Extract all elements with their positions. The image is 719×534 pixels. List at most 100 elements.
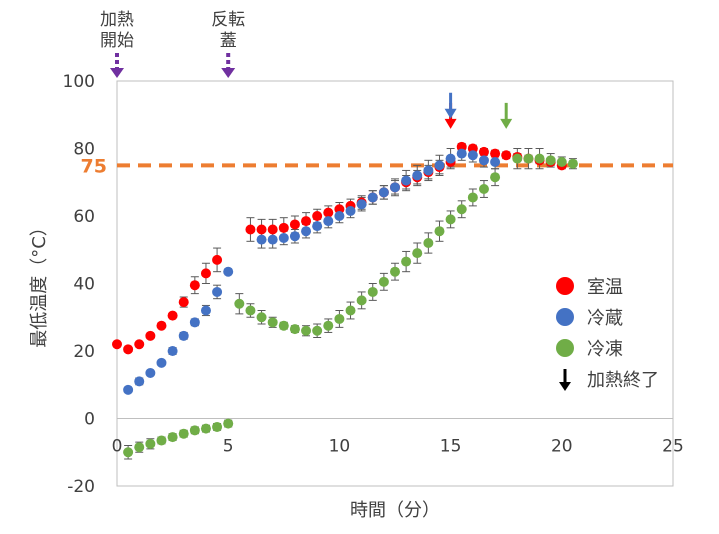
legend-label: 加熱終了: [587, 370, 659, 391]
data-point: [312, 211, 323, 221]
data-point: [334, 211, 345, 221]
x-tick-label: 20: [551, 437, 573, 457]
data-point: [323, 216, 334, 227]
data-point: [390, 182, 400, 193]
legend-item: 室温: [556, 277, 623, 298]
svg-text:反転: 反転: [211, 10, 245, 30]
data-point: [167, 346, 178, 356]
data-point: [256, 234, 267, 245]
top-annotation: 反転蓋: [211, 10, 245, 78]
data-point: [356, 295, 367, 306]
data-point: [512, 153, 523, 164]
data-point: [234, 298, 245, 309]
data-point: [301, 216, 312, 227]
data-point: [178, 330, 189, 341]
data-point: [256, 312, 267, 323]
data-point: [123, 344, 134, 355]
data-point: [267, 317, 278, 328]
legend-item: 加熱終了: [559, 369, 659, 391]
legend-label: 冷凍: [587, 339, 623, 360]
data-point: [256, 224, 267, 235]
data-point: [434, 160, 445, 171]
data-point: [301, 226, 312, 237]
data-point: [390, 266, 400, 277]
data-point: [112, 339, 122, 350]
y-tick-label: 60: [73, 207, 95, 227]
x-tick-label: 0: [112, 437, 123, 457]
data-point: [478, 155, 489, 166]
data-point: [334, 313, 345, 324]
data-point: [556, 157, 567, 167]
data-point: [189, 280, 200, 291]
data-point: [123, 447, 134, 458]
data-point: [156, 357, 167, 368]
data-point: [145, 330, 156, 341]
data-point: [200, 268, 211, 279]
data-point: [134, 376, 145, 387]
data-point: [378, 276, 389, 287]
data-point: [178, 297, 189, 308]
data-point: [423, 165, 434, 176]
data-point: [323, 320, 334, 331]
data-point: [156, 320, 167, 331]
y-axis-title: 最低温度（°C）: [29, 218, 50, 348]
data-point: [145, 367, 156, 378]
legend-label: 室温: [587, 277, 623, 298]
data-point: [345, 305, 356, 316]
data-point: [323, 207, 334, 218]
data-point: [467, 192, 478, 203]
data-point: [445, 153, 456, 164]
data-point: [378, 187, 389, 198]
data-point: [156, 435, 167, 446]
x-tick-label: 15: [440, 437, 462, 457]
data-point: [412, 248, 423, 259]
legend-marker: [556, 339, 574, 357]
data-point: [278, 232, 289, 243]
y-tick-label: 40: [73, 275, 95, 295]
heating-end-arrow: [444, 92, 457, 119]
legend-item: 冷蔵: [556, 308, 623, 329]
data-point: [356, 199, 367, 210]
y-tick-label: 80: [73, 140, 95, 160]
data-point: [423, 238, 434, 248]
legend-marker: [556, 277, 574, 295]
data-point: [178, 428, 189, 439]
y-tick-label: 20: [73, 342, 95, 362]
data-point: [134, 442, 145, 453]
data-point: [445, 214, 456, 225]
data-point: [478, 184, 489, 194]
x-tick-label: 10: [329, 437, 351, 457]
data-point: [278, 320, 289, 331]
data-point: [189, 317, 200, 328]
data-point: [267, 224, 278, 235]
data-point: [367, 286, 378, 297]
data-point: [456, 204, 467, 215]
data-point: [212, 421, 223, 432]
data-point: [223, 418, 234, 429]
legend-label: 冷蔵: [587, 308, 623, 329]
data-point: [345, 205, 356, 216]
data-point: [145, 438, 156, 449]
x-tick-label: 5: [223, 437, 234, 457]
data-point: [478, 146, 489, 157]
legend-marker: [556, 308, 574, 326]
y-tick-label: 100: [63, 72, 95, 92]
data-point: [412, 170, 423, 181]
data-point: [167, 310, 178, 321]
data-point: [289, 324, 300, 335]
y-tick-label: 0: [84, 410, 95, 430]
svg-text:開始: 開始: [100, 31, 134, 51]
data-point: [534, 153, 545, 164]
data-point: [434, 226, 445, 237]
data-point: [134, 339, 145, 350]
heating-end-arrow: [500, 102, 513, 129]
data-point: [312, 325, 323, 336]
data-point: [223, 266, 234, 277]
data-point: [401, 256, 412, 267]
x-tick-label: 25: [662, 437, 684, 457]
svg-text:蓋: 蓋: [220, 31, 237, 51]
data-point: [278, 222, 289, 233]
data-point: [123, 384, 134, 395]
data-point: [490, 148, 501, 159]
